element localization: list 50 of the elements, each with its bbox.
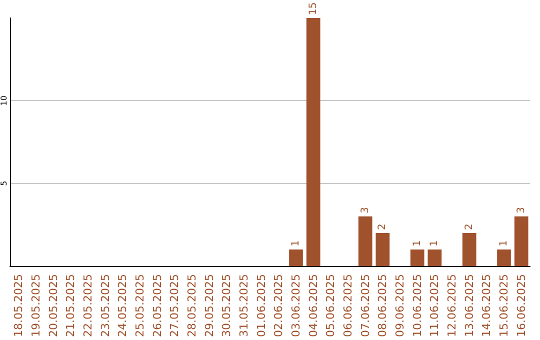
bar <box>410 249 424 266</box>
x-tick-label: 08.06.2025 <box>376 274 390 338</box>
x-tick-label: 26.05.2025 <box>150 274 164 338</box>
x-tick-label: 31.05.2025 <box>238 274 250 338</box>
x-tick-label: 02.06.2025 <box>272 274 286 338</box>
y-tick-label: 5 <box>0 180 8 186</box>
bar <box>358 216 372 266</box>
bar <box>376 232 390 266</box>
x-tick-label: 01.06.2025 <box>254 274 268 338</box>
x-tick-label: 07.06.2025 <box>358 274 372 338</box>
data-label: 2 <box>464 224 475 230</box>
data-label: 15 <box>308 2 319 15</box>
bar <box>497 249 511 266</box>
x-tick-label: 30.05.2025 <box>220 274 234 338</box>
bar <box>289 249 303 266</box>
x-tick-label: 21.05.2025 <box>64 274 78 338</box>
x-tick-label: 14.06.2025 <box>480 274 494 338</box>
x-tick-label: 29.05.2025 <box>202 274 216 338</box>
data-label: 2 <box>377 224 388 230</box>
x-tick-label: 20.05.2025 <box>46 274 60 338</box>
x-tick-label: 12.06.2025 <box>446 274 458 338</box>
x-tick-label: 23.05.2025 <box>98 274 112 338</box>
data-label: 1 <box>290 240 302 246</box>
data-label: 3 <box>360 207 371 214</box>
x-tick-label: 22.05.2025 <box>82 274 94 338</box>
x-tick-label: 27.05.2025 <box>168 274 182 338</box>
x-tick-label: 18.05.2025 <box>12 274 26 338</box>
x-tick-label: 06.06.2025 <box>342 274 354 338</box>
x-tick-label: 13.06.2025 <box>462 274 476 338</box>
x-tick-label: 16.06.2025 <box>514 274 528 338</box>
x-tick-label: 28.05.2025 <box>186 274 198 338</box>
x-tick-label: 09.06.2025 <box>394 274 406 338</box>
x-tick-label: 24.05.2025 <box>116 274 130 338</box>
bar <box>462 232 476 266</box>
x-tick-label: 19.05.2025 <box>30 274 42 338</box>
x-tick-label: 15.06.2025 <box>498 274 510 338</box>
data-label: 3 <box>516 207 527 214</box>
bar <box>306 18 320 266</box>
bar <box>514 216 528 266</box>
data-label: 1 <box>429 240 440 246</box>
bar <box>428 249 442 266</box>
x-tick-label: 03.06.2025 <box>290 274 302 338</box>
data-label: 1 <box>412 240 423 246</box>
x-tick-label: 11.06.2025 <box>428 274 442 338</box>
y-tick-label: 10 <box>0 96 8 106</box>
x-tick-label: 10.06.2025 <box>410 274 424 338</box>
x-tick-label: 04.06.2025 <box>306 274 320 338</box>
x-tick-label: 25.05.2025 <box>134 274 146 338</box>
x-tick-label: 05.06.2025 <box>324 274 338 338</box>
data-label: 1 <box>498 240 510 246</box>
